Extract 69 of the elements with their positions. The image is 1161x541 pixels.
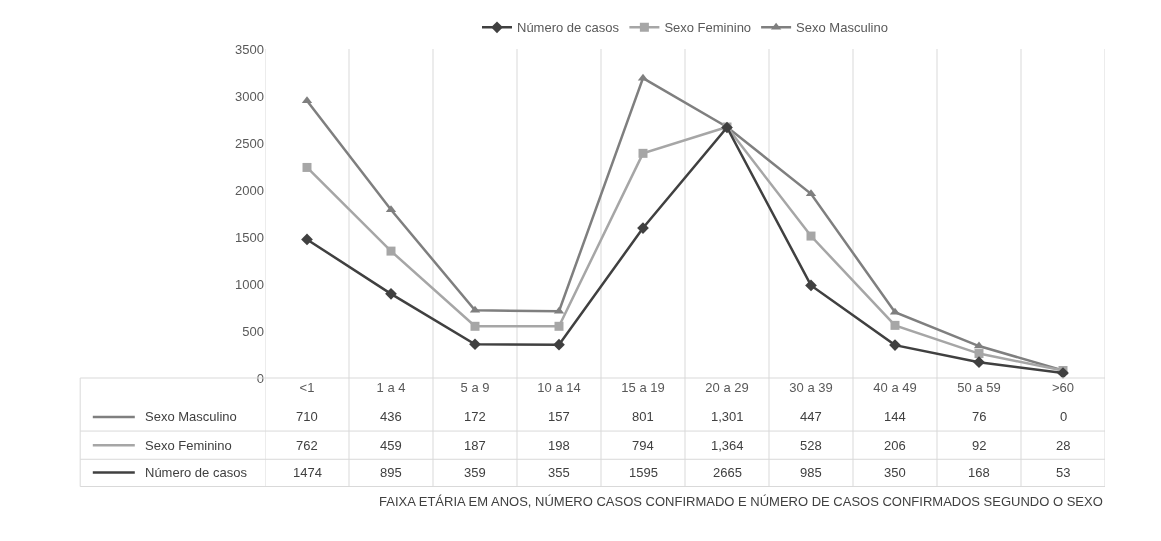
y-tick-label: 3500: [235, 41, 264, 57]
point: [469, 338, 481, 351]
text: 528: [800, 438, 822, 453]
y-tick-label: 500: [242, 323, 264, 339]
x-tick-label: <1: [299, 380, 315, 395]
data-label: 350: [884, 465, 906, 480]
text: 206: [884, 438, 906, 453]
point: [806, 231, 816, 241]
point: [974, 349, 984, 359]
x-tick-label: 30 a 39: [789, 380, 833, 395]
point: [301, 233, 313, 246]
point: [302, 162, 312, 172]
text: 92: [972, 438, 987, 453]
point: [385, 288, 397, 300]
y-tick-label: 2500: [235, 135, 264, 151]
text: 762: [296, 438, 318, 453]
legend-label: Sexo Feminino: [664, 20, 752, 36]
text: Sexo Masculino: [145, 409, 237, 424]
legend-label: Número de casos: [517, 20, 620, 36]
point: [973, 356, 985, 369]
point: [553, 338, 565, 351]
data-label: 359: [464, 465, 486, 480]
x-tick-label: 1 a 4: [376, 380, 406, 395]
point: [890, 320, 900, 330]
y-tick-label: 3000: [235, 88, 264, 104]
text: 794: [632, 438, 654, 453]
x-tick-label: 50 a 59: [957, 380, 1001, 395]
text: 436: [380, 409, 402, 424]
point: [386, 246, 396, 256]
x-tick-label: 10 a 14: [537, 380, 581, 395]
text: 198: [548, 438, 570, 453]
data-label: 2665: [713, 465, 742, 480]
x-tick-label: >60: [1051, 380, 1075, 395]
point: [805, 279, 817, 292]
text: 1,301: [711, 409, 744, 424]
y-tick-label: 1500: [235, 229, 264, 245]
text: 459: [380, 438, 402, 453]
data-label: 985: [800, 465, 822, 480]
legend-label: Sexo Masculino: [796, 20, 888, 36]
text: 0: [1060, 409, 1068, 424]
data-label: 1474: [293, 465, 322, 480]
point: [470, 321, 480, 331]
x-tick-label: 15 a 19: [621, 380, 665, 395]
text: 710: [296, 409, 318, 424]
text: Número de casos: [145, 465, 247, 480]
text: 28: [1056, 438, 1071, 453]
data-label: 1595: [629, 465, 658, 480]
text: Sexo Feminino: [145, 438, 232, 453]
x-tick-label: 40 a 49: [873, 380, 917, 395]
point: [554, 321, 564, 331]
data-label: 895: [380, 465, 402, 480]
text: 447: [800, 409, 822, 424]
text: FAIXA ETÁRIA EM ANOS, NÚMERO CASOS CONFIRMADO E NÚMERO DE CASOS CONFIRMADOS SEGUNDO O SEXO: [379, 494, 1103, 509]
text: 187: [464, 438, 486, 453]
x-tick-label: 5 a 9: [460, 380, 490, 395]
y-tick-label: 1000: [235, 276, 264, 292]
data-label: 168: [968, 465, 990, 480]
text: 172: [464, 409, 486, 424]
text: 157: [548, 409, 570, 424]
point: [638, 148, 648, 158]
data-label: 53: [1056, 465, 1071, 480]
text: 1,364: [711, 438, 744, 453]
text: 76: [972, 409, 987, 424]
data-label: 355: [548, 465, 570, 480]
text: 801: [632, 409, 654, 424]
x-tick-label: 20 a 29: [705, 380, 749, 395]
y-tick-label: 0: [256, 370, 264, 386]
y-tick-label: 2000: [235, 182, 264, 198]
text: 144: [884, 409, 906, 424]
